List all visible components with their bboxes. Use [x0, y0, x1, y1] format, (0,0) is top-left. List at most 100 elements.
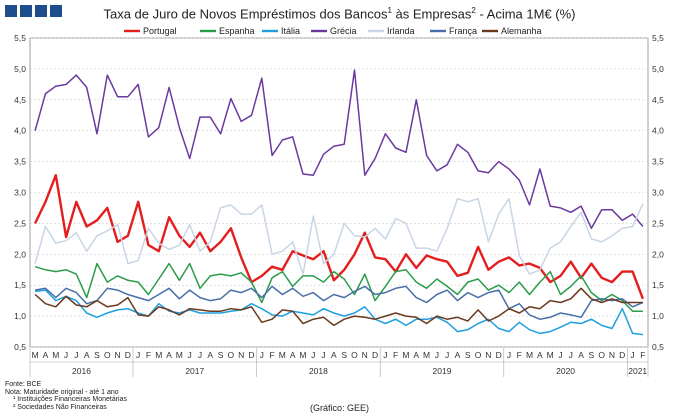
x-month-label: J	[321, 350, 325, 360]
y-tick-label-right: 4,5	[652, 95, 664, 105]
x-year-label: 2017	[185, 366, 204, 376]
y-tick-label-right: 2,0	[652, 249, 664, 259]
x-month-label: A	[537, 350, 543, 360]
source-note: Fonte: BCE	[5, 381, 42, 388]
x-year-label: 2018	[309, 366, 328, 376]
x-month-label: A	[43, 350, 49, 360]
y-tick-label-right: 5,0	[652, 64, 664, 74]
y-tick-label-left: 3,0	[14, 188, 26, 198]
x-month-label: M	[402, 350, 409, 360]
legend-label: Portugal	[143, 26, 177, 36]
x-month-label: F	[517, 350, 522, 360]
line-chart: 0,5 0,5 1,0 1,0 1,5 1,5 2,0 2,0 2,5 2,5 3,0 3,0 3,5 3…	[14, 26, 664, 377]
y-tick-label-right: 1,0	[652, 311, 664, 321]
footnotes: Fonte: BCE Nota: Maturidade original - a…	[5, 381, 127, 411]
x-year-label: 2020	[556, 366, 575, 376]
x-month-label: J	[383, 350, 387, 360]
x-month-label: S	[218, 350, 224, 360]
x-month-label: J	[445, 350, 449, 360]
y-tick-label-left: 4,5	[14, 95, 26, 105]
x-month-label: D	[619, 350, 625, 360]
x-month-label: M	[279, 350, 286, 360]
x-month-label: M	[547, 350, 554, 360]
chart-title-sup: 2	[471, 6, 476, 15]
x-month-label: S	[589, 350, 595, 360]
x-month-label: J	[507, 350, 511, 360]
x-month-label: O	[598, 350, 605, 360]
legend-label: Espanha	[219, 26, 255, 36]
x-month-label: M	[32, 350, 39, 360]
x-month-label: A	[166, 350, 172, 360]
y-tick-label-left: 3,5	[14, 157, 26, 167]
x-month-label: F	[640, 350, 645, 360]
y-tick-label-left: 5,5	[14, 33, 26, 43]
legend-label: Grécia	[330, 26, 357, 36]
y-tick-label-right: 0,5	[652, 342, 664, 352]
x-month-label: J	[188, 350, 192, 360]
x-month-label: J	[558, 350, 562, 360]
x-month-label: A	[455, 350, 461, 360]
x-month-label: J	[64, 350, 68, 360]
x-month-label: J	[136, 350, 140, 360]
x-month-label: D	[496, 350, 502, 360]
footnote-1: ¹ Instituições Financeiras Monetárias	[13, 396, 127, 404]
legend-label: Itália	[281, 26, 300, 36]
logo-square	[50, 5, 62, 17]
x-month-label: N	[609, 350, 615, 360]
x-month-label: A	[207, 350, 213, 360]
y-tick-label-left: 1,5	[14, 280, 26, 290]
x-month-label: A	[413, 350, 419, 360]
y-tick-label-right: 2,5	[652, 218, 664, 228]
series-line-alemanha	[34, 287, 643, 327]
logo-square	[20, 5, 32, 17]
x-month-label: S	[465, 350, 471, 360]
y-tick-label-left: 0,5	[14, 342, 26, 352]
x-month-label: D	[125, 350, 131, 360]
logo-square	[5, 5, 17, 17]
x-year-label: 2019	[433, 366, 452, 376]
chart-title-part: às Empresas	[391, 6, 472, 22]
x-month-label: M	[299, 350, 306, 360]
x-month-label: J	[260, 350, 264, 360]
x-month-label: N	[238, 350, 244, 360]
x-month-label: J	[198, 350, 202, 360]
x-month-label: O	[475, 350, 482, 360]
x-month-label: O	[228, 350, 235, 360]
series-line-frana	[34, 285, 644, 320]
x-month-label: A	[84, 350, 90, 360]
x-year-label: 2021	[628, 366, 647, 376]
chart-title-part: - Acima 1M€ (%)	[475, 6, 576, 22]
y-tick-label-right: 3,0	[652, 188, 664, 198]
x-month-label: F	[269, 350, 274, 360]
x-month-label: J	[630, 350, 634, 360]
x-month-label: O	[104, 350, 111, 360]
y-tick-label-left: 2,0	[14, 249, 26, 259]
x-month-label: F	[393, 350, 398, 360]
chart-title-sup: 1	[387, 6, 392, 15]
y-tick-label-right: 3,5	[652, 157, 664, 167]
x-month-label: D	[372, 350, 378, 360]
y-tick-label-right: 5,5	[652, 33, 664, 43]
x-month-label: F	[146, 350, 151, 360]
legend-label: Alemanha	[501, 26, 542, 36]
x-month-label: M	[155, 350, 162, 360]
x-month-label: M	[176, 350, 183, 360]
y-tick-label-right: 4,0	[652, 126, 664, 136]
y-tick-label-left: 4,0	[14, 126, 26, 136]
x-month-label: N	[362, 350, 368, 360]
x-month-label: D	[248, 350, 254, 360]
y-tick-label-left: 5,0	[14, 64, 26, 74]
brand-logo	[5, 5, 62, 17]
x-month-label: M	[526, 350, 533, 360]
x-month-label: O	[351, 350, 358, 360]
legend-label: França	[449, 26, 477, 36]
x-month-label: A	[331, 350, 337, 360]
chart-credit: (Gráfico: GEE)	[309, 403, 369, 413]
y-tick-label-right: 1,5	[652, 280, 664, 290]
series-line-espanha	[34, 262, 643, 312]
x-month-label: N	[485, 350, 491, 360]
series-line-irlanda	[34, 197, 644, 275]
y-tick-label-left: 1,0	[14, 311, 26, 321]
x-year-label: 2016	[72, 366, 91, 376]
chart-title: Taxa de Juro de Novos Empréstimos dos Ba…	[0, 6, 679, 21]
